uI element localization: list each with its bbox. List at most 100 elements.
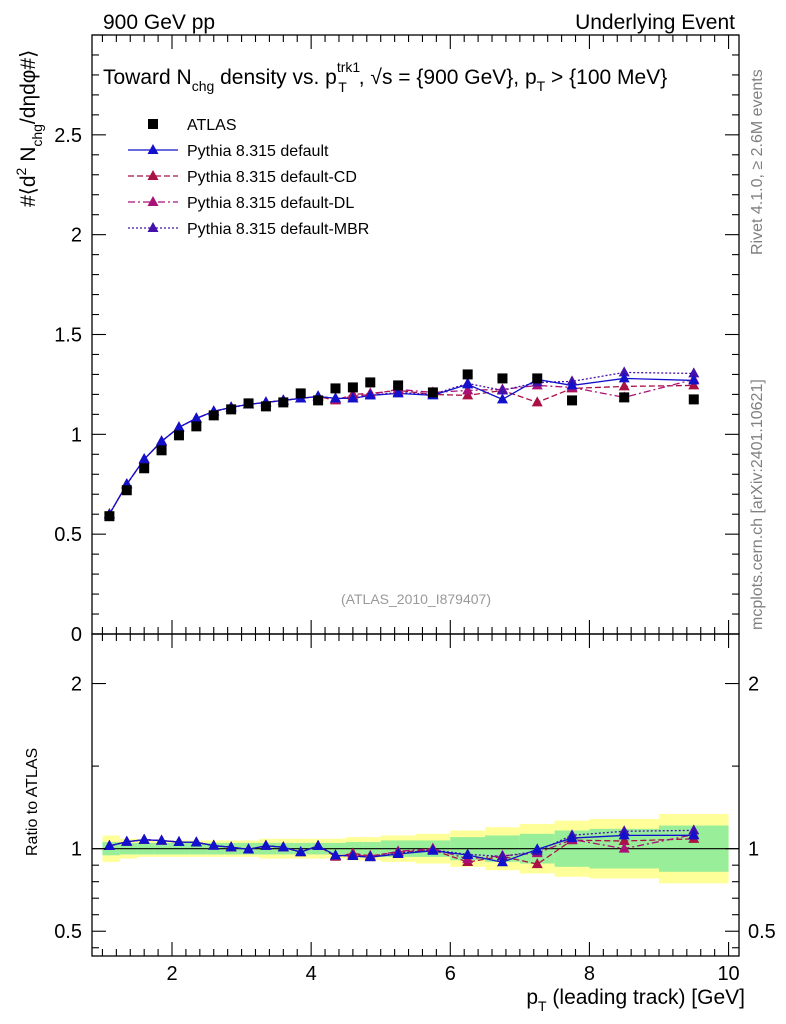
ratio-point-pythia-8-315-default <box>688 829 700 840</box>
legend-marker-pythia-8-315-default-mbr <box>147 222 159 232</box>
legend: ATLAS Pythia 8.315 default Pythia 8.315 de… <box>128 117 369 238</box>
ratio-y-tick-label: 2 <box>748 674 759 696</box>
ratio-y-tick-label: 1 <box>71 839 82 861</box>
ratio-point-pythia-8-315-default <box>225 841 237 852</box>
data-point-pythia-8-315-default-mbr <box>496 384 508 395</box>
data-point-pythia-8-315-default <box>329 392 341 403</box>
data-point-pythia-8-315-default <box>392 387 404 398</box>
chart-title: Toward Nchg density vs. ptrk1 T, √s = {90… <box>103 59 667 95</box>
legend-marker-pythia-8-315-default <box>147 144 159 154</box>
y-tick-label: 0.5 <box>54 524 82 546</box>
ratio-point-pythia-8-315-default <box>156 834 168 845</box>
data-point-pythia-8-315-default <box>618 372 630 383</box>
data-point-pythia-8-315-default <box>138 453 150 464</box>
data-point-atlas <box>427 387 438 398</box>
side-label-bottom: mcplots.cern.ch [arXiv:2401.10621] <box>749 379 766 630</box>
data-point-atlas <box>619 392 630 403</box>
ratio-point-pythia-8-315-default-cd <box>618 835 630 846</box>
ratio-y-tick-label: 2 <box>71 674 82 696</box>
ratio-point-pythia-8-315-default <box>243 843 255 854</box>
x-tick-label: 8 <box>584 963 595 985</box>
data-point-pythia-8-315-default-mbr <box>688 367 700 378</box>
ratio-point-pythia-8-315-default <box>531 843 543 854</box>
data-point-pythia-8-315-default <box>688 374 700 385</box>
ratio-point-pythia-8-315-default <box>427 844 439 855</box>
data-point-atlas <box>532 373 543 384</box>
data-point-atlas <box>347 382 358 393</box>
x-tick-label: 2 <box>166 963 177 985</box>
ratio-point-pythia-8-315-default <box>173 836 185 847</box>
data-point-pythia-8-315-default-dl <box>462 384 474 395</box>
ratio-point-pythia-8-315-default-cd <box>531 858 543 869</box>
data-point-atlas <box>295 388 306 399</box>
y-tick-label: 1 <box>71 424 82 446</box>
main-panel: 0 0.5 1 1.5 2 2.5 <box>54 34 740 646</box>
data-point-atlas <box>208 410 219 421</box>
ratio-point-pythia-8-315-default <box>138 833 150 844</box>
data-point-pythia-8-315-default <box>566 379 578 390</box>
ratio-point-pythia-8-315-default <box>462 849 474 860</box>
y-tick-label: 1.5 <box>54 325 82 347</box>
data-point-atlas <box>313 395 324 406</box>
y-tick-label: 2 <box>71 225 82 247</box>
data-point-pythia-8-315-default <box>156 435 168 446</box>
legend-label-atlas: ATLAS <box>187 117 237 134</box>
data-point-atlas <box>243 398 254 409</box>
data-point-atlas <box>260 401 271 412</box>
data-point-atlas <box>393 380 404 391</box>
data-point-atlas <box>278 397 289 408</box>
data-point-atlas <box>462 369 473 380</box>
data-point-atlas <box>104 511 115 522</box>
ratio-point-pythia-8-315-default <box>566 832 578 843</box>
ratio-point-pythia-8-315-default <box>295 846 307 857</box>
legend-label-pythia-8-315-default-mbr: Pythia 8.315 default-MBR <box>187 221 369 238</box>
ratio-panel: 2 4 6 8 10 0.5 0.5 1 1 2 2 <box>54 633 776 985</box>
data-point-atlas <box>173 430 184 441</box>
y-tick-label: 2.5 <box>54 125 82 147</box>
ratio-point-pythia-8-315-default <box>364 851 376 862</box>
y-axis-label: #⟨d2 Nchg/dηdφ#⟩ <box>13 50 45 207</box>
ratio-point-pythia-8-315-default <box>260 839 272 850</box>
ratio-point-pythia-8-315-default <box>496 856 508 867</box>
x-tick-label: 6 <box>445 963 456 985</box>
data-point-pythia-8-315-default-mbr <box>618 366 630 377</box>
ratio-point-pythia-8-315-default <box>208 839 220 850</box>
ratio-frame <box>91 633 740 957</box>
x-tick-label: 10 <box>717 963 739 985</box>
series-line-pythia-8-315-default-cd <box>108 384 694 515</box>
ratio-point-pythia-8-315-default <box>190 836 202 847</box>
data-point-atlas <box>139 463 150 474</box>
data-point-atlas <box>497 373 508 384</box>
legend-marker-atlas <box>148 119 158 129</box>
data-point-pythia-8-315-default <box>190 412 202 423</box>
legend-label-pythia-8-315-default-cd: Pythia 8.315 default-CD <box>187 169 357 186</box>
data-point-pythia-8-315-default-cd <box>618 380 630 391</box>
side-label-top: Rivet 4.1.0, ≥ 2.6M events <box>749 69 766 255</box>
ratio-point-pythia-8-315-default <box>121 835 133 846</box>
series-line-pythia-8-315-default <box>108 377 694 515</box>
header-right: Underlying Event <box>575 11 735 34</box>
series-line-pythia-8-315-default-dl <box>108 378 694 515</box>
legend-marker-pythia-8-315-default-cd <box>147 170 159 180</box>
data-point-atlas <box>156 445 167 456</box>
ratio-y-tick-label: 1 <box>748 839 759 861</box>
data-point-pythia-8-315-default <box>173 421 185 432</box>
ratio-point-pythia-8-315-default <box>347 850 359 861</box>
ratio-y-tick-label: 0.5 <box>748 921 776 943</box>
ratio-point-pythia-8-315-default <box>329 849 341 860</box>
header-left: 900 GeV pp <box>103 11 215 34</box>
legend-label-pythia-8-315-default-dl: Pythia 8.315 default-DL <box>187 195 354 212</box>
analysis-watermark: (ATLAS_2010_I879407) <box>341 591 491 607</box>
ratio-point-pythia-8-315-default <box>312 839 324 850</box>
data-point-atlas <box>567 395 578 406</box>
ratio-point-pythia-8-315-default-dl <box>618 842 630 853</box>
data-point-atlas <box>121 485 132 496</box>
data-point-pythia-8-315-default <box>364 389 376 400</box>
x-axis-label: pT (leading track) [GeV] <box>526 986 745 1014</box>
data-point-atlas <box>191 421 202 432</box>
data-point-atlas <box>688 394 699 405</box>
ratio-point-pythia-8-315-default-mbr <box>496 850 508 861</box>
data-point-atlas <box>226 404 237 415</box>
ratio-y-tick-label: 0.5 <box>54 921 82 943</box>
